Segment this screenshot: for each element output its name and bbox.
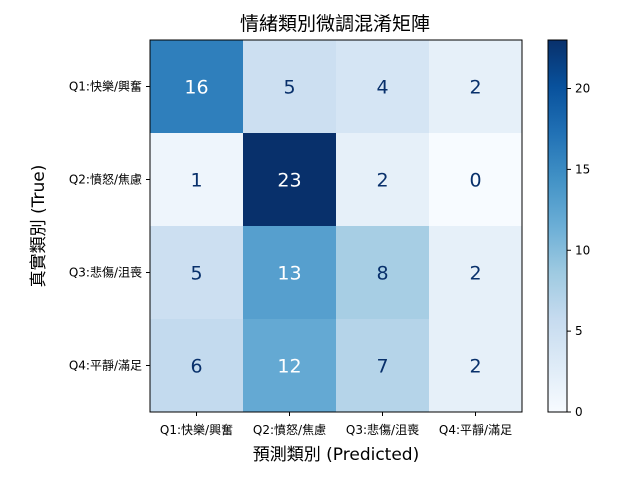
heatmap-cell bbox=[429, 133, 523, 227]
heatmap-cell bbox=[429, 40, 523, 134]
cell-value-label: 23 bbox=[277, 170, 301, 192]
cell-value-label: 0 bbox=[469, 170, 481, 192]
cell-value-label: 2 bbox=[469, 77, 481, 99]
heatmap-cell bbox=[336, 40, 430, 134]
cell-value-label: 8 bbox=[376, 263, 388, 285]
cell-value-label: 12 bbox=[277, 356, 301, 378]
heatmap-cell bbox=[429, 226, 523, 320]
heatmap-cell bbox=[150, 133, 244, 227]
heatmap-cell bbox=[150, 226, 244, 320]
heatmap-cell bbox=[243, 40, 337, 134]
cell-value-label: 2 bbox=[376, 170, 388, 192]
cell-value-label: 5 bbox=[283, 77, 295, 99]
cell-value-label: 6 bbox=[190, 356, 202, 378]
heatmap-cell bbox=[336, 226, 430, 320]
colorbar-ticks: 0 5 10 15 20 bbox=[567, 82, 590, 419]
y-tick-label: Q3:悲傷/沮喪 bbox=[69, 265, 142, 280]
colorbar-tick-label: 20 bbox=[575, 82, 590, 96]
y-axis-label: 真實類別 (True) bbox=[29, 165, 49, 288]
colorbar bbox=[547, 39, 568, 413]
x-tick-label: Q2:憤怒/焦慮 bbox=[253, 422, 326, 437]
colorbar-tick-label: 10 bbox=[575, 243, 590, 257]
heatmap-cell bbox=[150, 40, 244, 134]
x-axis-label: 預測類別 (Predicted) bbox=[253, 445, 419, 465]
heatmap-cell bbox=[429, 319, 523, 413]
x-tick-label: Q4:平靜/滿足 bbox=[439, 423, 512, 437]
cell-value-label: 13 bbox=[277, 263, 301, 285]
cell-value-label: 1 bbox=[190, 170, 202, 192]
colorbar-tick-label: 0 bbox=[575, 405, 583, 419]
heatmap-cells: 16 5 4 2 1 23 2 0 5 13 8 2 6 12 7 2 bbox=[150, 40, 523, 413]
cell-value-label: 7 bbox=[376, 356, 388, 378]
cell-value-label: 16 bbox=[184, 77, 208, 99]
colorbar-tick-label: 15 bbox=[575, 162, 590, 176]
heatmap-cell bbox=[336, 319, 430, 413]
y-axis-ticks: Q1:快樂/興奮 Q2:憤怒/焦慮 Q3:悲傷/沮喪 Q4:平靜/滿足 bbox=[69, 79, 150, 373]
colorbar-gradient bbox=[547, 39, 568, 413]
cell-value-label: 5 bbox=[190, 263, 202, 285]
y-tick-label: Q1:快樂/興奮 bbox=[69, 79, 142, 94]
cell-value-label: 4 bbox=[376, 77, 388, 99]
colorbar-tick-label: 5 bbox=[575, 324, 583, 338]
x-tick-label: Q1:快樂/興奮 bbox=[160, 422, 233, 437]
chart-title: 情緒類別微調混淆矩陣 bbox=[240, 13, 430, 35]
heatmap-cell bbox=[243, 319, 337, 413]
heatmap-cell bbox=[150, 319, 244, 413]
heatmap-cell bbox=[243, 133, 337, 227]
heatmap-cell bbox=[243, 226, 337, 320]
x-axis-ticks: Q1:快樂/興奮 Q2:憤怒/焦慮 Q3:悲傷/沮喪 Q4:平靜/滿足 bbox=[160, 412, 512, 437]
plot-frame bbox=[149, 39, 523, 413]
x-tick-label: Q3:悲傷/沮喪 bbox=[346, 422, 419, 437]
cell-value-label: 2 bbox=[469, 263, 481, 285]
cell-value-label: 2 bbox=[469, 356, 481, 378]
heatmap-cell bbox=[336, 133, 430, 227]
y-tick-label: Q2:憤怒/焦慮 bbox=[69, 172, 142, 187]
y-tick-label: Q4:平靜/滿足 bbox=[69, 359, 142, 373]
